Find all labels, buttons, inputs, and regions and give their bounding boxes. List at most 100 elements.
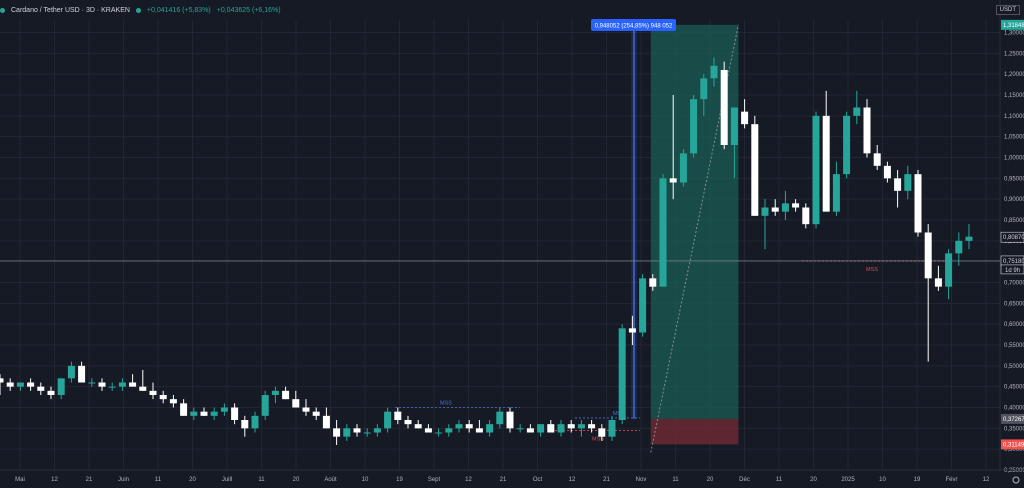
candle-body[interactable]: [373, 428, 381, 433]
candle-body[interactable]: [955, 240, 963, 254]
candle-body[interactable]: [261, 395, 269, 416]
candle-body[interactable]: [424, 428, 432, 433]
candle-body[interactable]: [312, 411, 320, 416]
candle-body[interactable]: [333, 428, 341, 437]
candle-body[interactable]: [659, 178, 667, 287]
candle-body[interactable]: [108, 386, 116, 388]
candle-body[interactable]: [577, 424, 585, 429]
candle-body[interactable]: [322, 415, 330, 429]
candle-body[interactable]: [404, 420, 412, 425]
candle-body[interactable]: [526, 428, 534, 433]
candle-body[interactable]: [455, 424, 463, 429]
candle-body[interactable]: [231, 407, 239, 421]
candle-body[interactable]: [251, 415, 259, 429]
candle-body[interactable]: [384, 411, 392, 429]
candle-body[interactable]: [710, 65, 718, 79]
candle-body[interactable]: [904, 174, 912, 191]
candle-body[interactable]: [832, 174, 840, 212]
candle-body[interactable]: [873, 153, 881, 166]
candle-body[interactable]: [292, 399, 300, 408]
candle-body[interactable]: [486, 424, 494, 433]
candle-body[interactable]: [639, 278, 647, 333]
candle-body[interactable]: [200, 411, 208, 416]
settings-gear-icon[interactable]: [1012, 476, 1020, 484]
candle-body[interactable]: [282, 390, 290, 400]
candle-body[interactable]: [241, 420, 249, 429]
candle-body[interactable]: [537, 424, 545, 433]
candle-body[interactable]: [741, 111, 749, 125]
candle-body[interactable]: [169, 399, 177, 404]
candle-body[interactable]: [720, 70, 728, 145]
candle-body[interactable]: [343, 428, 351, 437]
candle-body[interactable]: [149, 390, 157, 395]
candle-body[interactable]: [924, 232, 932, 279]
candle-body[interactable]: [27, 382, 35, 387]
candle-body[interactable]: [812, 115, 820, 225]
candle-body[interactable]: [649, 278, 657, 287]
candle-body[interactable]: [588, 424, 596, 429]
candle-body[interactable]: [669, 178, 677, 183]
stop-loss-zone[interactable]: [650, 418, 739, 445]
candle-body[interactable]: [129, 382, 137, 387]
candle-body[interactable]: [945, 253, 953, 287]
candle-body[interactable]: [6, 382, 14, 387]
candle-body[interactable]: [700, 78, 708, 100]
candle-body[interactable]: [792, 203, 800, 208]
candle-body[interactable]: [118, 382, 126, 387]
candle-body[interactable]: [16, 382, 24, 387]
currency-selector[interactable]: USDT: [995, 5, 1020, 15]
candle-body[interactable]: [220, 407, 228, 412]
candle-body[interactable]: [302, 407, 310, 412]
candle-body[interactable]: [618, 328, 626, 420]
candle-body[interactable]: [445, 428, 453, 433]
candle-body[interactable]: [0, 378, 4, 383]
candle-body[interactable]: [863, 107, 871, 154]
candle-body[interactable]: [98, 382, 106, 387]
candle-body[interactable]: [506, 411, 514, 429]
candle-body[interactable]: [271, 390, 279, 395]
candle-body[interactable]: [914, 174, 922, 233]
candle-body[interactable]: [883, 165, 891, 179]
candle-body[interactable]: [414, 424, 422, 429]
candle-body[interactable]: [180, 403, 188, 416]
candle-body[interactable]: [690, 99, 698, 154]
candle-body[interactable]: [47, 390, 55, 395]
candle-body[interactable]: [608, 420, 616, 437]
candle-body[interactable]: [781, 203, 789, 212]
candle-body[interactable]: [822, 115, 830, 212]
candle-body[interactable]: [465, 424, 473, 429]
candle-body[interactable]: [363, 432, 371, 434]
candle-body[interactable]: [547, 424, 555, 433]
candle-body[interactable]: [679, 153, 687, 183]
candle-body[interactable]: [761, 207, 769, 216]
candle-body[interactable]: [159, 395, 167, 400]
candle-body[interactable]: [771, 207, 779, 212]
candle-body[interactable]: [557, 424, 565, 433]
candle-body[interactable]: [751, 124, 759, 216]
candle-body[interactable]: [934, 278, 942, 287]
candle-body[interactable]: [139, 386, 147, 391]
candle-body[interactable]: [894, 178, 902, 191]
candle-body[interactable]: [435, 432, 443, 434]
candle-body[interactable]: [853, 107, 861, 116]
candle-body[interactable]: [190, 411, 198, 416]
candle-body[interactable]: [843, 115, 851, 175]
candle-body[interactable]: [802, 207, 810, 225]
candle-body[interactable]: [353, 428, 361, 433]
candle-body[interactable]: [628, 328, 636, 333]
candle-body[interactable]: [730, 107, 738, 146]
candle-body[interactable]: [88, 382, 96, 384]
candle-body[interactable]: [516, 428, 524, 430]
candle-body[interactable]: [67, 365, 75, 379]
candle-body[interactable]: [965, 236, 973, 241]
candle-body[interactable]: [496, 411, 504, 425]
candle-body[interactable]: [475, 428, 483, 433]
candle-body[interactable]: [567, 424, 575, 429]
candle-body[interactable]: [57, 378, 65, 395]
candle-body[interactable]: [394, 411, 402, 420]
candle-body[interactable]: [598, 428, 606, 437]
candle-body[interactable]: [78, 365, 86, 383]
candle-body[interactable]: [210, 411, 218, 416]
symbol-title[interactable]: Cardano / Tether USD · 3D · KRAKEN: [11, 6, 130, 14]
